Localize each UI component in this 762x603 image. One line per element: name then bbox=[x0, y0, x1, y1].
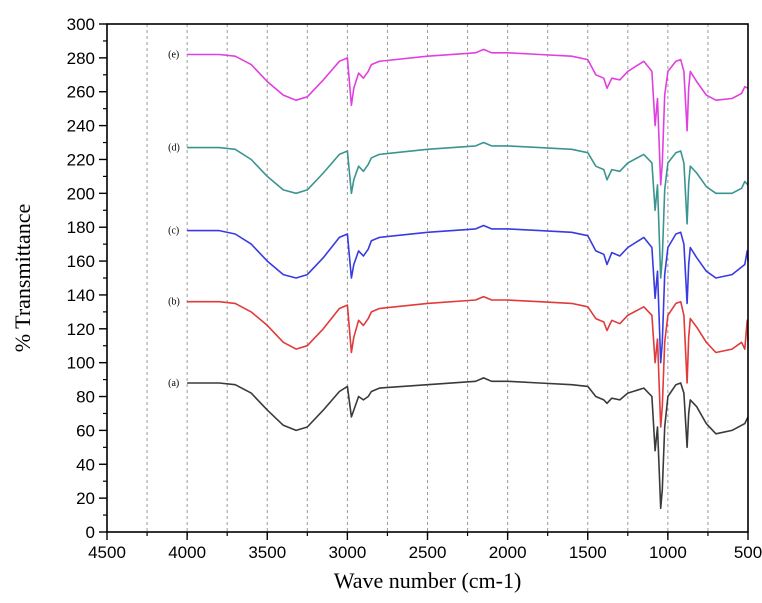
x-axis: 4500 4000 3500 3000 2500 2000 1500 1000 500 bbox=[88, 532, 762, 562]
series-label: (a) bbox=[168, 378, 179, 389]
y-tick-label: 160 bbox=[67, 252, 95, 271]
x-tick-label: 3000 bbox=[328, 543, 366, 562]
x-tick-label: 1000 bbox=[649, 543, 687, 562]
y-axis: 0 20 40 60 80 100 120 140 160 180 200 220 240 260 280 3… bbox=[67, 15, 107, 542]
y-tick-label: 240 bbox=[67, 117, 95, 136]
series-line bbox=[187, 224, 749, 364]
y-tick-label: 180 bbox=[67, 218, 95, 237]
x-tick-label: 3500 bbox=[248, 543, 286, 562]
y-tick-label: 200 bbox=[67, 184, 95, 203]
x-tick-label: 2500 bbox=[409, 543, 447, 562]
x-tick-label: 1500 bbox=[569, 543, 607, 562]
y-tick-label: 0 bbox=[86, 523, 95, 542]
x-tick-label: 4500 bbox=[88, 543, 126, 562]
series-line bbox=[187, 295, 749, 428]
y-tick-label: 140 bbox=[67, 286, 95, 305]
series-label: (c) bbox=[168, 226, 179, 237]
series-group: (a) (b) (c) (d) (e) bbox=[168, 48, 749, 510]
y-axis-title: % Transmittance bbox=[10, 204, 35, 353]
x-axis-title: Wave number (cm-1) bbox=[334, 568, 522, 593]
series-label: (d) bbox=[168, 143, 180, 154]
x-tick-label: 4000 bbox=[168, 543, 206, 562]
y-tick-label: 300 bbox=[67, 15, 95, 34]
series-line bbox=[187, 141, 749, 279]
y-tick-label: 100 bbox=[67, 354, 95, 373]
y-tick-label: 280 bbox=[67, 49, 95, 68]
series-line bbox=[187, 48, 749, 186]
y-tick-label: 40 bbox=[76, 455, 95, 474]
x-tick-label: 500 bbox=[734, 543, 762, 562]
y-tick-label: 120 bbox=[67, 320, 95, 339]
y-tick-label: 260 bbox=[67, 83, 95, 102]
y-tick-label: 60 bbox=[76, 421, 95, 440]
series-line bbox=[187, 377, 749, 510]
series-label: (b) bbox=[168, 297, 180, 308]
x-tick-label: 2000 bbox=[489, 543, 527, 562]
y-tick-label: 80 bbox=[76, 388, 95, 407]
grid-lines bbox=[146, 24, 709, 532]
y-tick-label: 20 bbox=[76, 489, 95, 508]
series-label: (e) bbox=[168, 49, 179, 60]
y-tick-label: 220 bbox=[67, 150, 95, 169]
